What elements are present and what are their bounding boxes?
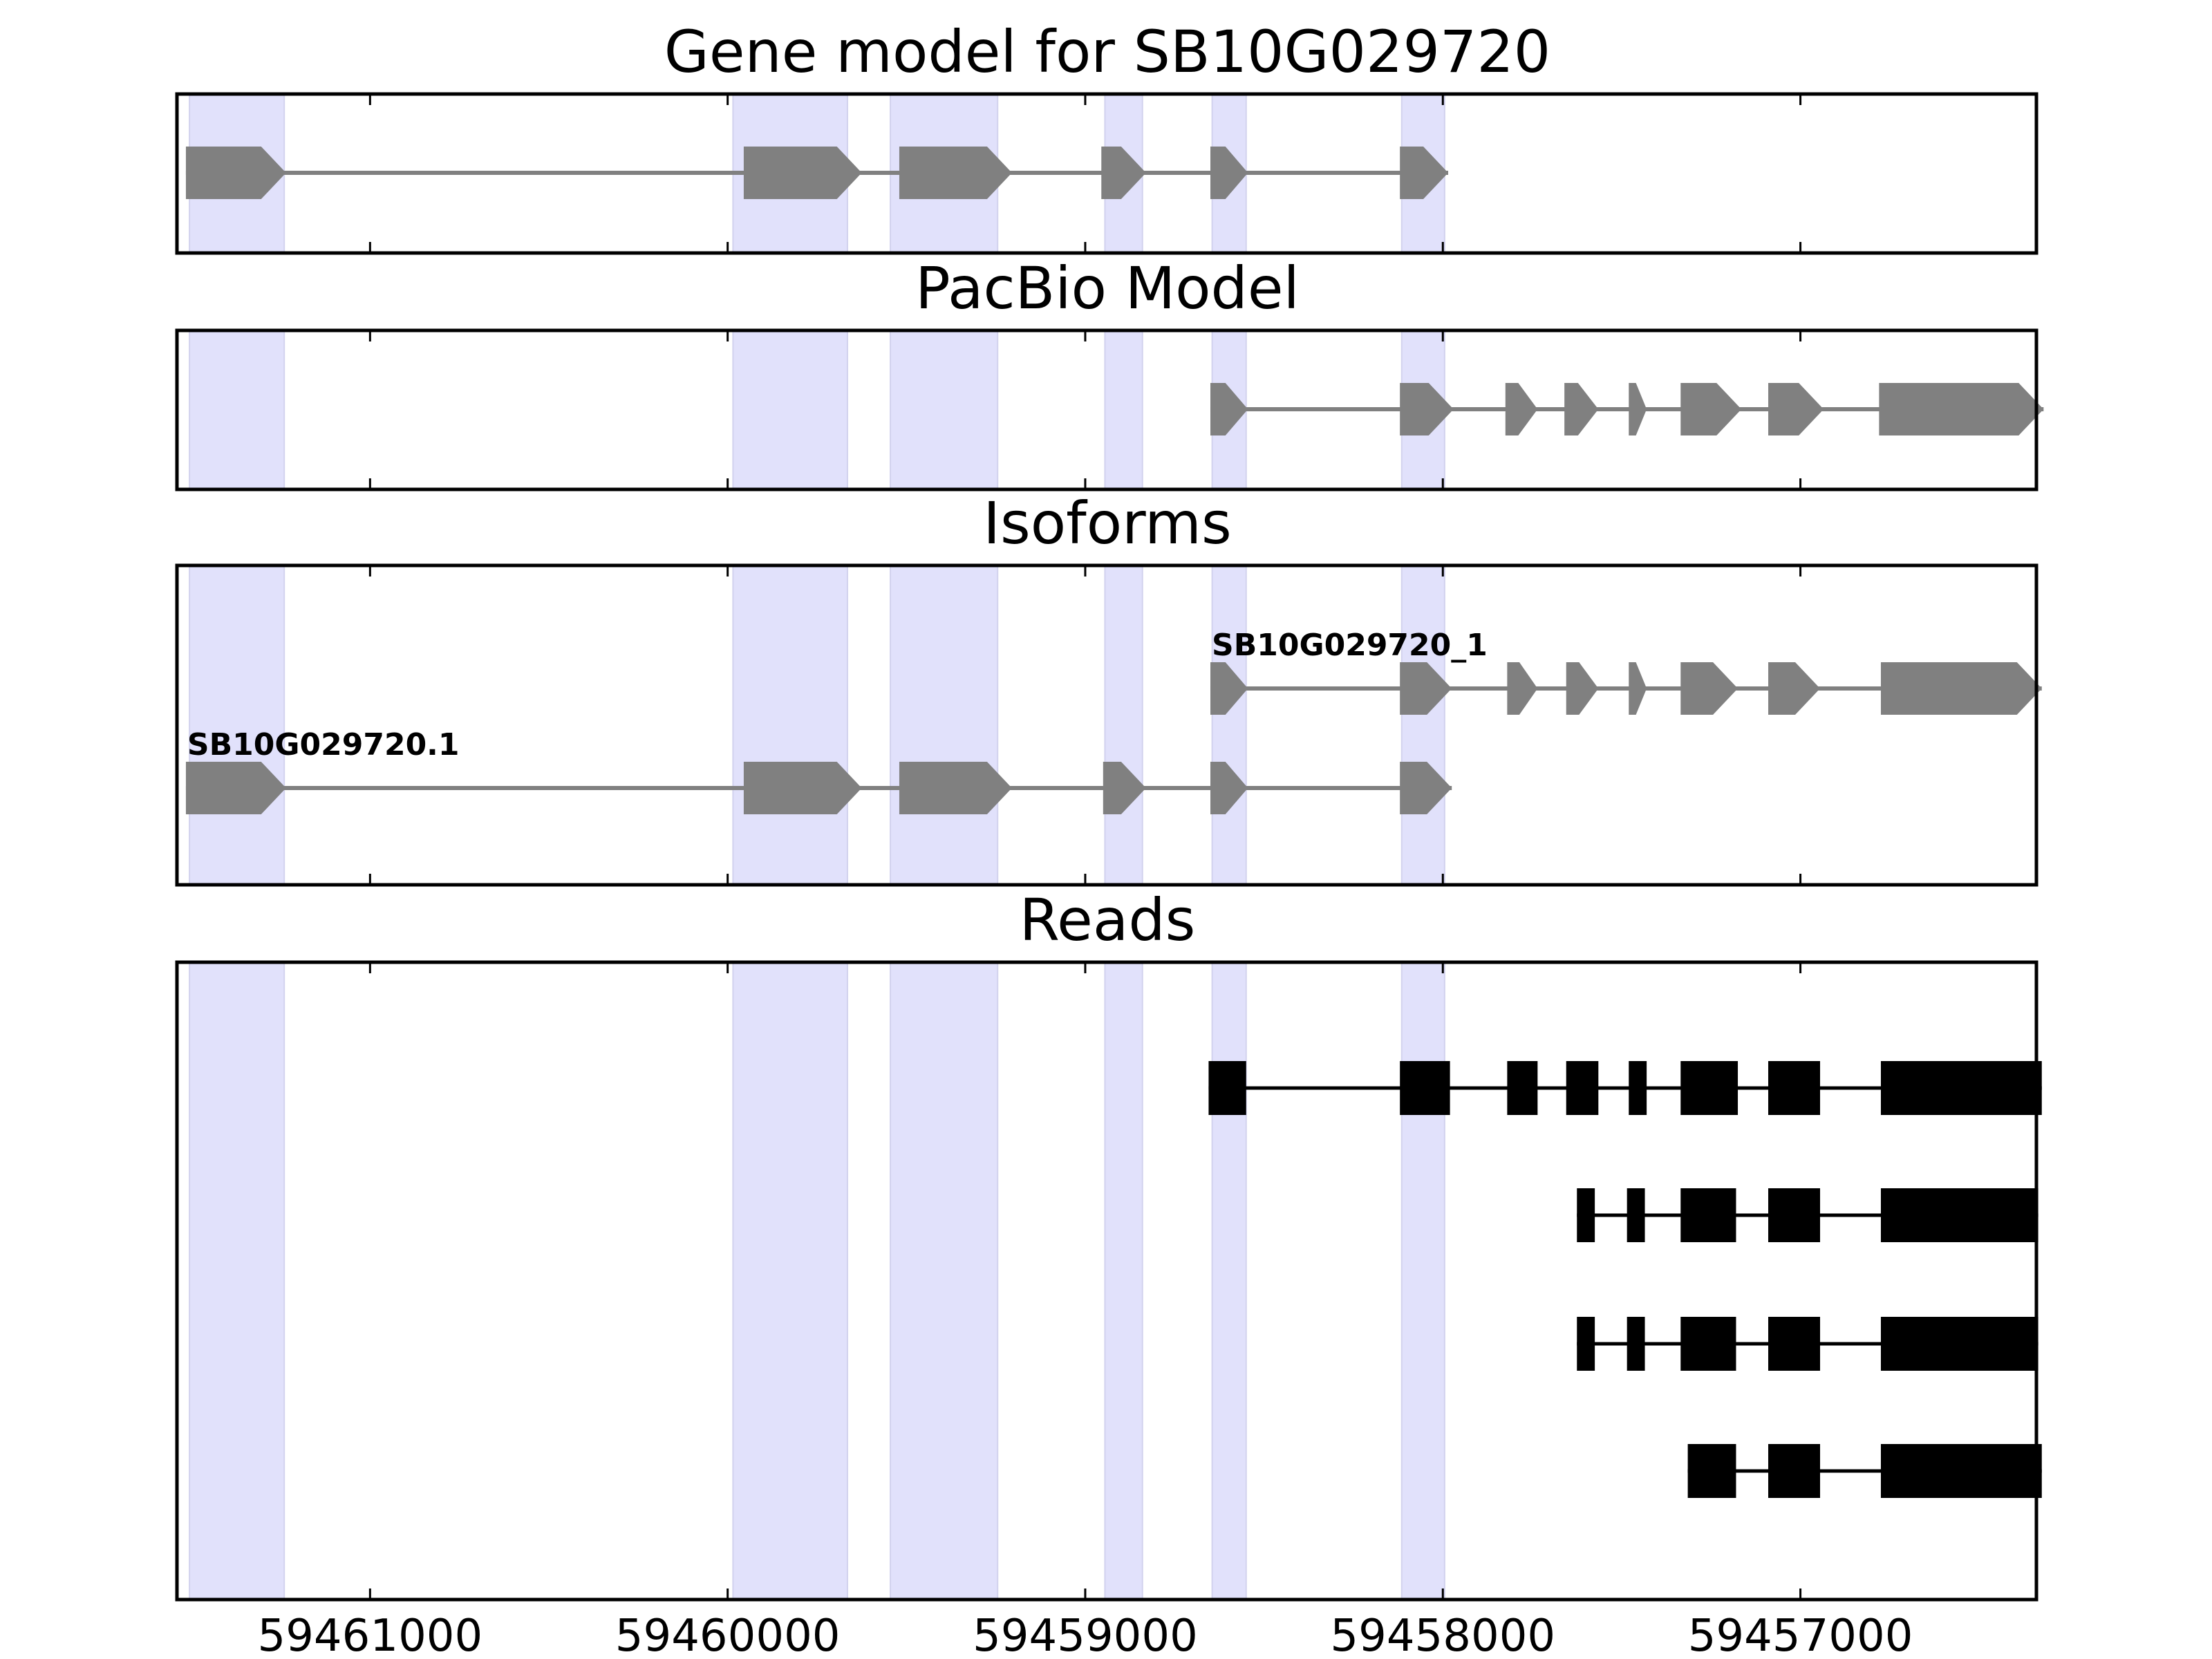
panel-frame: [175, 960, 2038, 1602]
track-pacbio: [1210, 383, 2044, 435]
panel-gene-model: Gene model for SB10G029720: [175, 18, 2038, 255]
highlight-region: [1104, 330, 1143, 490]
panel-title-reads: Reads: [1020, 886, 1196, 954]
read-block: [1566, 1061, 1599, 1115]
track-read-3: [1577, 1317, 2038, 1371]
panel-frame: [175, 563, 2038, 887]
highlight-region: [732, 565, 848, 885]
exon-arrow: [1210, 762, 1248, 814]
exon-arrow: [1768, 383, 1824, 435]
read-block: [1400, 1061, 1450, 1115]
read-block: [1768, 1444, 1821, 1498]
exon-arrow: [1505, 383, 1538, 435]
exon-arrow: [743, 762, 862, 814]
read-block: [1680, 1317, 1736, 1371]
panel-title-pacbio-model: PacBio Model: [915, 254, 1300, 322]
track-read-1: [1208, 1061, 2042, 1115]
highlight-region: [1104, 565, 1143, 885]
read-block: [1880, 1061, 2042, 1115]
panel-isoforms: Isoforms SB10G029720_1 SB10G029720.1: [175, 489, 2042, 887]
highlight-region: [890, 565, 999, 885]
exon-arrow: [1400, 762, 1452, 814]
panel-title-isoforms: Isoforms: [983, 489, 1232, 557]
panel-frame: [175, 328, 2038, 491]
exon-arrow: [185, 762, 286, 814]
x-tick-label: 59460000: [615, 1611, 841, 1659]
exon-arrow: [1400, 383, 1454, 435]
read-block: [1208, 1061, 1246, 1115]
highlight-region: [1211, 962, 1247, 1600]
exon-arrow: [1564, 383, 1599, 435]
exon-arrow: [1566, 662, 1599, 715]
read-block: [1577, 1317, 1595, 1371]
highlight-region: [732, 962, 848, 1600]
highlight-region: [189, 962, 285, 1600]
highlight-region: [732, 330, 848, 490]
exon-arrow: [185, 147, 286, 199]
highlight-region: [189, 330, 285, 490]
exon-arrow: [1210, 147, 1248, 199]
x-tick-label: 59459000: [973, 1611, 1198, 1659]
read-block: [1687, 1444, 1736, 1498]
x-tick-label: 59461000: [257, 1611, 482, 1659]
read-block: [1880, 1444, 2042, 1498]
exon-arrow: [1210, 383, 1248, 435]
highlight-region: [1104, 962, 1143, 1600]
exon-arrow: [1680, 662, 1738, 715]
panel-pacbio-model: PacBio Model: [175, 254, 2044, 491]
x-tick-label: 59458000: [1330, 1611, 1555, 1659]
exon-arrow: [1101, 147, 1146, 199]
exon-arrow: [1680, 383, 1742, 435]
panel-frame: [175, 92, 2038, 255]
x-axis-tick-labels: 59461000 59460000 59459000 59458000 59457000: [257, 1611, 1913, 1659]
isoform-label: SB10G029720.1: [187, 727, 460, 762]
read-block: [1768, 1317, 1821, 1371]
panel-reads: Reads: [175, 886, 2042, 1602]
read-block: [1629, 1061, 1647, 1115]
read-block: [1507, 1061, 1538, 1115]
exon-arrow: [1629, 662, 1647, 715]
exon-arrow: [1400, 662, 1452, 715]
exon-arrow: [1768, 662, 1821, 715]
exon-arrow: [1879, 383, 2044, 435]
track-SB10G029720_1: SB10G029720_1: [1210, 628, 2042, 715]
exon-arrow: [899, 762, 1012, 814]
read-block: [1680, 1188, 1736, 1242]
read-block: [1768, 1188, 1821, 1242]
track-SB10G029720.1: SB10G029720.1: [185, 727, 1452, 814]
x-tick-label: 59457000: [1688, 1611, 1913, 1659]
exon-arrow: [1880, 662, 2042, 715]
highlight-region: [890, 962, 999, 1600]
track-SB10G029720: [185, 147, 1449, 199]
read-block: [1880, 1188, 2038, 1242]
read-block: [1627, 1188, 1645, 1242]
highlight-region: [1400, 962, 1445, 1600]
highlight-region: [1400, 565, 1445, 885]
exon-arrow: [1507, 662, 1538, 715]
exon-arrow: [1400, 147, 1449, 199]
read-block: [1768, 1061, 1821, 1115]
read-block: [1627, 1317, 1645, 1371]
highlight-region: [189, 565, 285, 885]
highlight-region: [1211, 565, 1247, 885]
exon-arrow: [743, 147, 862, 199]
highlight-region: [890, 330, 999, 490]
exon-arrow: [1210, 662, 1248, 715]
panel-title-gene-model: Gene model for SB10G029720: [664, 18, 1550, 86]
track-read-4: [1687, 1444, 2042, 1498]
track-read-2: [1577, 1188, 2038, 1242]
exon-arrow: [1629, 383, 1647, 435]
isoform-label: SB10G029720_1: [1212, 628, 1488, 663]
read-block: [1680, 1061, 1738, 1115]
exon-arrow: [1103, 762, 1146, 814]
read-block: [1880, 1317, 2038, 1371]
read-block: [1577, 1188, 1595, 1242]
exon-arrow: [899, 147, 1012, 199]
